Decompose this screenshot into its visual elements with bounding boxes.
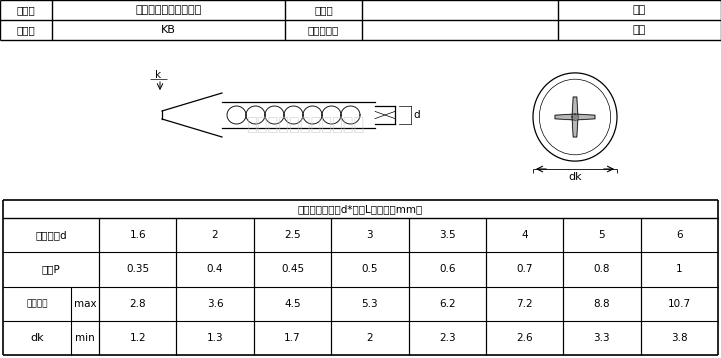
Text: 0.5: 0.5 (361, 264, 378, 274)
Text: 表面处理：: 表面处理： (308, 25, 339, 35)
Text: 5: 5 (598, 230, 605, 240)
Polygon shape (572, 97, 578, 117)
Text: k: k (155, 70, 161, 80)
Text: dk: dk (568, 172, 582, 182)
Text: 3.5: 3.5 (439, 230, 456, 240)
Polygon shape (572, 117, 578, 137)
Text: 3.3: 3.3 (593, 333, 610, 343)
Text: 0.8: 0.8 (593, 264, 610, 274)
Text: 3: 3 (366, 230, 373, 240)
Text: dk: dk (30, 333, 44, 343)
Text: 7.2: 7.2 (516, 299, 533, 309)
Text: 4.5: 4.5 (284, 299, 301, 309)
Text: 品名：: 品名： (17, 5, 35, 15)
Text: 3.6: 3.6 (207, 299, 224, 309)
Text: 牙距P: 牙距P (42, 264, 61, 274)
Text: 螺纹直径d: 螺纹直径d (35, 230, 67, 240)
Text: 镀镍: 镀镍 (633, 25, 646, 35)
Text: 2: 2 (366, 333, 373, 343)
Text: d: d (414, 110, 420, 120)
Text: 法士威精密零件有限公司: 法士威精密零件有限公司 (246, 116, 364, 134)
Text: 0.45: 0.45 (281, 264, 304, 274)
Text: min: min (75, 333, 95, 343)
Text: 2.5: 2.5 (284, 230, 301, 240)
Text: 6.2: 6.2 (439, 299, 456, 309)
Polygon shape (555, 114, 575, 120)
Text: 2.3: 2.3 (439, 333, 456, 343)
Text: 1.3: 1.3 (207, 333, 224, 343)
Text: 2.6: 2.6 (516, 333, 533, 343)
Text: 4: 4 (521, 230, 528, 240)
Text: 0.4: 0.4 (207, 264, 224, 274)
Text: 尺寸标示：直径d*长度L（单位：mm）: 尺寸标示：直径d*长度L（单位：mm） (298, 204, 423, 214)
Text: 3.8: 3.8 (671, 333, 688, 343)
Polygon shape (575, 114, 595, 120)
Text: 0.7: 0.7 (516, 264, 533, 274)
Text: 0.35: 0.35 (126, 264, 149, 274)
Text: 十字沉头割尾自攻螺丝: 十字沉头割尾自攻螺丝 (136, 5, 202, 15)
Text: 6: 6 (676, 230, 683, 240)
Text: 2.8: 2.8 (129, 299, 146, 309)
Text: 碳钢: 碳钢 (633, 5, 646, 15)
Text: 10.7: 10.7 (668, 299, 691, 309)
Text: KB: KB (161, 25, 176, 35)
Text: 5.3: 5.3 (361, 299, 378, 309)
Text: 1: 1 (676, 264, 683, 274)
Text: 材质：: 材质： (314, 5, 333, 15)
Text: 头部直径: 头部直径 (26, 299, 48, 308)
Text: max: max (74, 299, 97, 309)
Text: 8.8: 8.8 (593, 299, 610, 309)
Text: 标准：: 标准： (17, 25, 35, 35)
Text: 1.2: 1.2 (129, 333, 146, 343)
Text: 0.6: 0.6 (439, 264, 456, 274)
Text: 1.6: 1.6 (129, 230, 146, 240)
Text: 2: 2 (212, 230, 218, 240)
Text: 1.7: 1.7 (284, 333, 301, 343)
